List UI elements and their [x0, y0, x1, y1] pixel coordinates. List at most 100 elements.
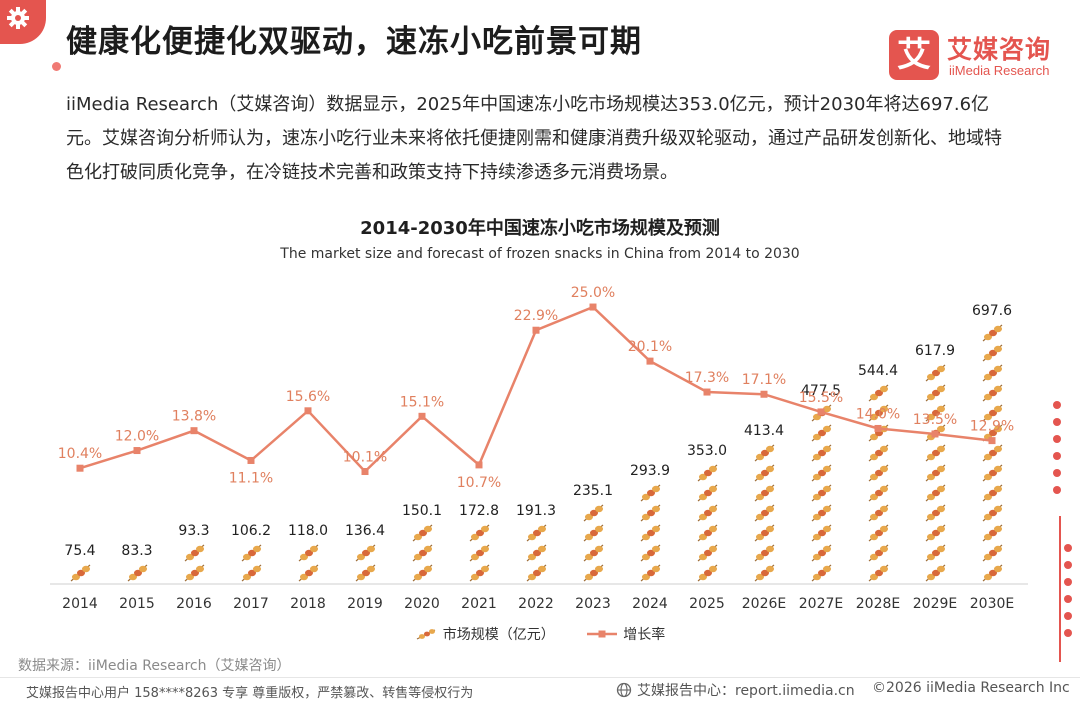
- side-decoration: [1053, 401, 1067, 503]
- bar-2027E: [811, 404, 832, 582]
- x-tick-2017: 2017: [233, 596, 269, 612]
- x-tick-2024: 2024: [632, 596, 668, 612]
- line-point-2026E: [760, 390, 768, 398]
- bar-2025: [697, 464, 718, 582]
- x-tick-2014: 2014: [62, 596, 98, 612]
- bar-2028E: [868, 384, 889, 582]
- brand-logo: 艾 艾媒咨询 iiMedia Research: [889, 30, 1069, 82]
- x-tick-2021: 2021: [461, 596, 497, 612]
- footer-copyright-notice: 艾媒报告中心用户 158****8263 专享 尊重版权，严禁篡改、转售等侵权行…: [26, 686, 474, 701]
- x-tick-2018: 2018: [290, 596, 326, 612]
- bar-2024: [640, 484, 661, 582]
- line-marker-icon: [587, 630, 618, 638]
- line-point-2029E: [931, 430, 939, 438]
- footer-report-center[interactable]: 艾媒报告中心：report.iimedia.cn: [616, 680, 855, 700]
- bar-label-2018: 118.0: [288, 523, 328, 539]
- brand-name-cn: 艾媒咨询: [947, 35, 1052, 64]
- line-label-2029E: 13.5%: [913, 412, 957, 428]
- x-tick-2030E: 2030E: [970, 596, 1014, 612]
- line-point-2027E: [817, 408, 825, 416]
- x-tick-2028E: 2028E: [856, 596, 900, 612]
- bar-label-2022: 191.3: [516, 503, 556, 519]
- bar-label-2021: 172.8: [459, 503, 499, 519]
- bar-label-2020: 150.1: [402, 503, 442, 519]
- chart-legend: 市场规模（亿元） 增长率: [0, 624, 1080, 644]
- line-label-2018: 15.6%: [286, 389, 330, 405]
- line-point-2022: [532, 326, 540, 334]
- line-label-2021: 10.7%: [457, 475, 501, 491]
- legend-item-market-size: 市场规模（亿元）: [415, 624, 555, 644]
- bar-2021: [469, 524, 490, 582]
- line-point-2024: [646, 357, 654, 365]
- legend-line-label: 增长率: [623, 627, 666, 643]
- corner-badge: [0, 0, 46, 44]
- x-tick-2015: 2015: [119, 596, 155, 612]
- line-label-2023: 25.0%: [571, 285, 615, 301]
- bar-2030E: [982, 324, 1003, 582]
- x-tick-2016: 2016: [176, 596, 212, 612]
- line-label-2030E: 12.9%: [970, 419, 1014, 435]
- line-label-2015: 12.0%: [115, 429, 159, 445]
- footer-divider: [0, 677, 1080, 678]
- line-label-2028E: 14.0%: [856, 406, 900, 422]
- bar-2022: [526, 524, 547, 582]
- bar-label-2023: 235.1: [573, 483, 613, 499]
- snack-skewer-icon: [416, 629, 436, 640]
- chart-title: 2014-2030年中国速冻小吃市场规模及预测: [360, 218, 720, 239]
- side-decoration-2: [1064, 544, 1078, 646]
- globe-icon: [616, 682, 632, 698]
- bar-2019: [355, 544, 376, 582]
- line-label-2017: 11.1%: [229, 470, 273, 486]
- bar-label-2016: 93.3: [178, 523, 209, 539]
- line-point-2023: [589, 303, 597, 311]
- x-tick-2029E: 2029E: [913, 596, 957, 612]
- line-point-2030E: [988, 437, 996, 445]
- bar-2017: [241, 544, 262, 582]
- line-point-2014: [76, 464, 84, 472]
- footer-report-link[interactable]: 艾媒报告中心：report.iimedia.cn: [637, 683, 855, 699]
- decorative-dot: [52, 62, 61, 71]
- gear-icon: [7, 7, 29, 29]
- line-point-2018: [304, 407, 312, 415]
- bar-2014: [70, 564, 91, 582]
- x-tick-2020: 2020: [404, 596, 440, 612]
- line-point-2017: [247, 456, 255, 464]
- bar-2020: [412, 524, 433, 582]
- legend-item-growth-rate: 增长率: [587, 624, 665, 644]
- bar-label-2030E: 697.6: [972, 303, 1012, 319]
- side-rule: [1059, 516, 1061, 662]
- bar-2023: [583, 504, 604, 582]
- x-tick-2025: 2025: [689, 596, 725, 612]
- line-point-2019: [361, 468, 369, 476]
- line-label-2026E: 17.1%: [742, 372, 786, 388]
- bar-2029E: [925, 364, 946, 582]
- x-tick-2027E: 2027E: [799, 596, 843, 612]
- bar-2026E: [754, 444, 775, 582]
- bar-2015: [127, 564, 148, 582]
- line-label-2024: 20.1%: [628, 339, 672, 355]
- line-label-2014: 10.4%: [58, 446, 102, 462]
- line-point-2025: [703, 388, 711, 396]
- x-tick-2026E: 2026E: [742, 596, 786, 612]
- legend-bar-label: 市场规模（亿元）: [442, 627, 555, 643]
- bar-label-2026E: 413.4: [744, 423, 784, 439]
- data-source: 数据来源：iiMedia Research（艾媒咨询）: [18, 658, 291, 674]
- bar-2018: [298, 544, 319, 582]
- intro-paragraph: iiMedia Research（艾媒咨询）数据显示，2025年中国速冻小吃市场…: [66, 94, 1002, 183]
- chart-subtitle: The market size and forecast of frozen s…: [280, 246, 800, 262]
- brand-mark: 艾: [889, 30, 939, 80]
- bar-label-2029E: 617.9: [915, 343, 955, 359]
- x-tick-2023: 2023: [575, 596, 611, 612]
- bar-label-2028E: 544.4: [858, 363, 898, 379]
- line-point-2016: [190, 427, 198, 435]
- bar-label-2027E: 477.5: [801, 383, 841, 399]
- line-label-2019: 10.1%: [343, 450, 387, 466]
- bar-label-2025: 353.0: [687, 443, 727, 459]
- brand-name-en: iiMedia Research: [949, 63, 1050, 78]
- x-tick-2022: 2022: [518, 596, 554, 612]
- line-label-2025: 17.3%: [685, 370, 729, 386]
- line-point-2020: [418, 412, 426, 420]
- line-point-2015: [133, 447, 141, 455]
- bar-label-2017: 106.2: [231, 523, 271, 539]
